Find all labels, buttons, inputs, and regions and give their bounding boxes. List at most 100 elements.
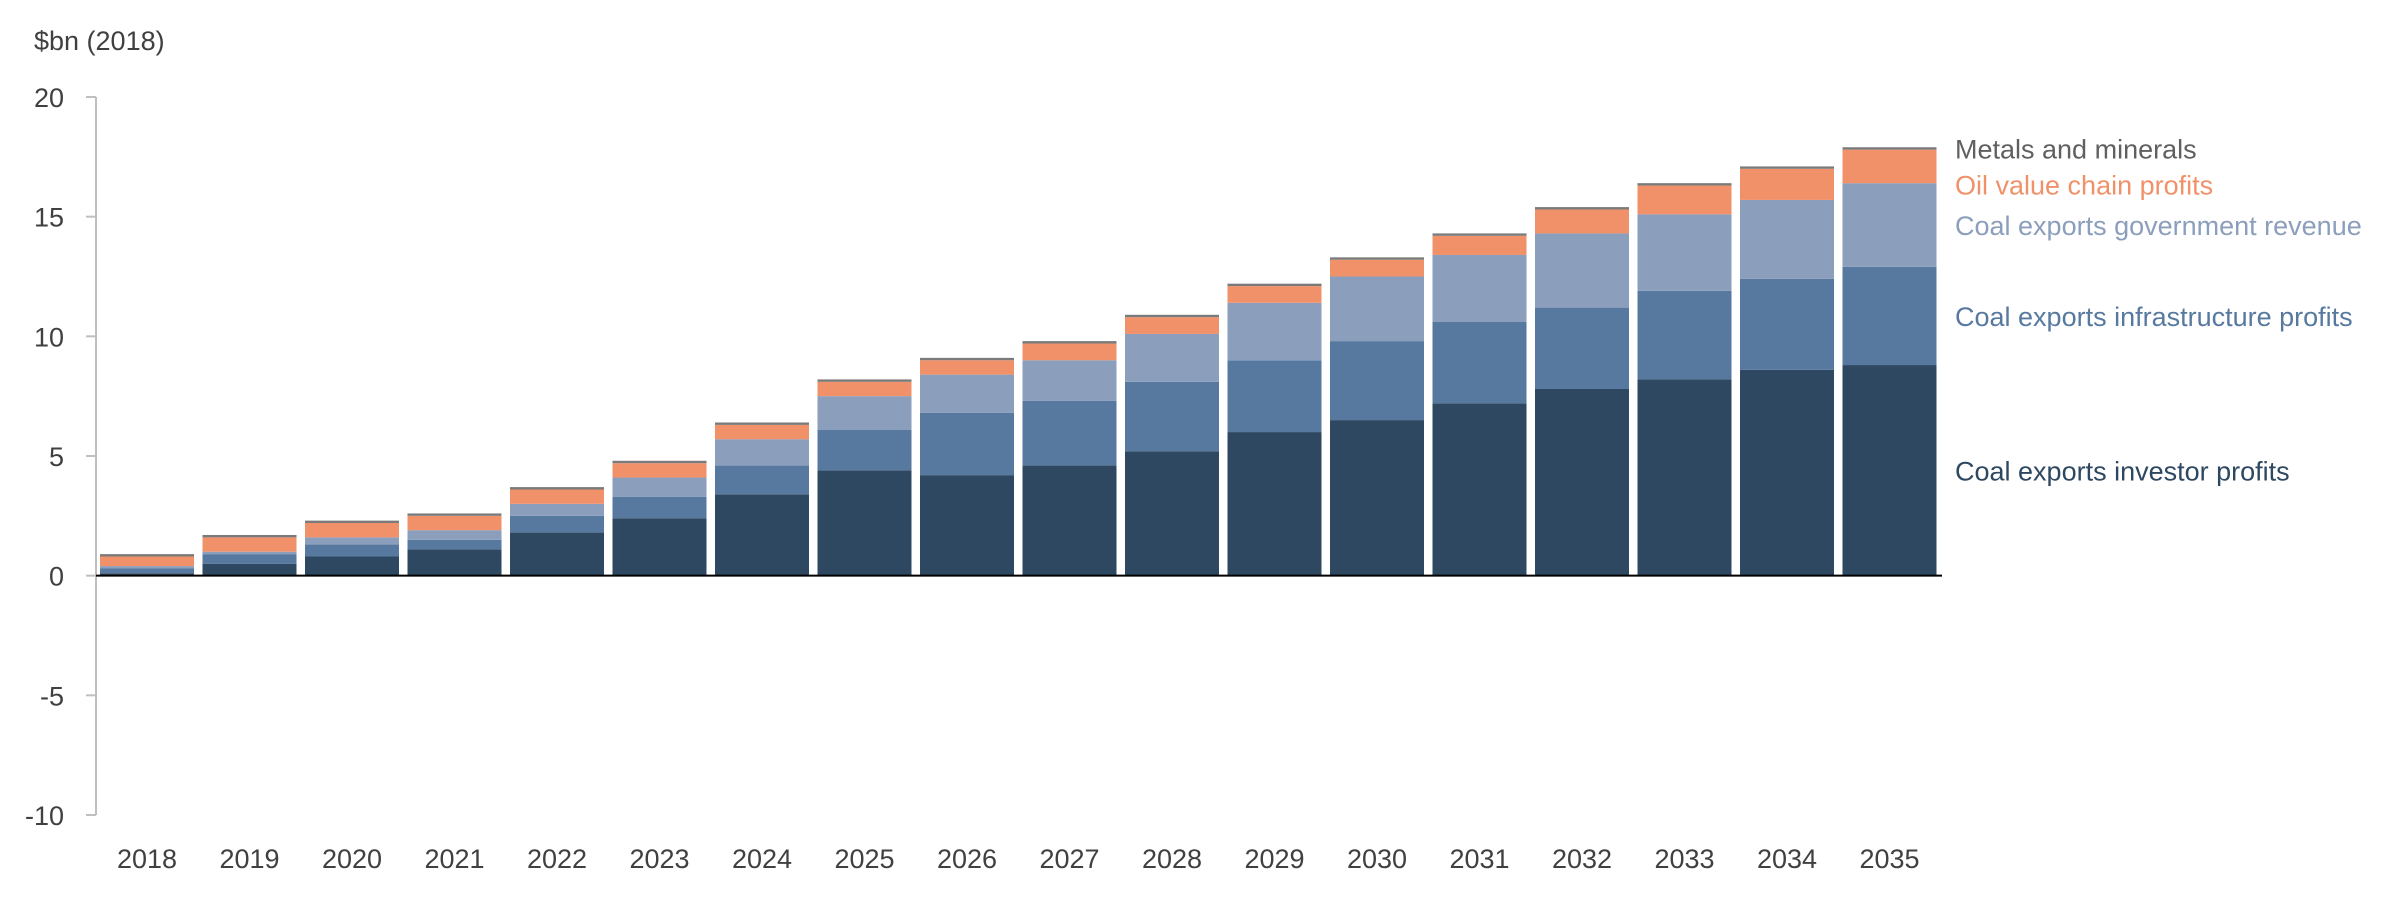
- bar-segment-coal-exports-investor-profits-2032: [1535, 388, 1629, 576]
- series-labels: Coal exports investor profits Coal export…: [1955, 134, 2362, 486]
- bar-segment-coal-exports-infrastructure-profits-2020: [305, 544, 399, 557]
- bar-segment-coal-exports-infrastructure-profits-2032: [1535, 307, 1629, 389]
- bar-stack-2031: [1432, 233, 1527, 576]
- bar-segment-oil-value-chain-profits-2024: [715, 424, 809, 440]
- bar-stack-2019: [202, 534, 297, 576]
- bar-segment-coal-exports-government-revenue-2022: [510, 503, 604, 516]
- bar-segment-coal-exports-investor-profits-2019: [202, 563, 297, 576]
- bar-segment-oil-value-chain-profits-2022: [510, 489, 604, 504]
- bar-segment-metals-and-minerals-2028: [1125, 314, 1219, 318]
- bar-segment-coal-exports-infrastructure-profits-2024: [715, 465, 809, 495]
- bar-segment-oil-value-chain-profits-2030: [1330, 259, 1424, 277]
- bar-stack-2021: [407, 513, 502, 576]
- bar-stack-2033: [1637, 183, 1732, 576]
- bar-segment-coal-exports-infrastructure-profits-2025: [817, 429, 912, 471]
- bar-segment-oil-value-chain-profits-2018: [100, 556, 194, 567]
- bar-segment-coal-exports-infrastructure-profits-2028: [1125, 381, 1219, 452]
- bar-segment-coal-exports-investor-profits-2035: [1842, 365, 1937, 576]
- y-axis: 20 15 10 5 0 -5 -10: [25, 83, 97, 831]
- bar-segment-metals-and-minerals-2023: [612, 460, 707, 464]
- bar-segment-coal-exports-investor-profits-2034: [1740, 369, 1834, 576]
- bar-segment-coal-exports-government-revenue-2034: [1740, 199, 1834, 279]
- x-tick-label: 2018: [117, 844, 177, 874]
- bar-segment-oil-value-chain-profits-2032: [1535, 209, 1629, 234]
- bar-segment-coal-exports-government-revenue-2023: [612, 477, 707, 497]
- x-tick-label: 2022: [527, 844, 587, 874]
- bar-segment-metals-and-minerals-2022: [510, 487, 604, 490]
- bar-segment-coal-exports-infrastructure-profits-2019: [202, 554, 297, 564]
- bar-stack-2029: [1227, 283, 1322, 576]
- bar-stack-2028: [1125, 314, 1219, 576]
- x-tick-label: 2027: [1039, 844, 1099, 874]
- y-tick-label: 15: [34, 203, 64, 233]
- bar-segment-coal-exports-investor-profits-2028: [1125, 451, 1219, 576]
- unit-label: $bn (2018): [34, 26, 165, 56]
- bar-segment-oil-value-chain-profits-2035: [1842, 149, 1937, 184]
- bar-segment-coal-exports-government-revenue-2021: [407, 530, 502, 540]
- bar-segment-oil-value-chain-profits-2021: [407, 515, 502, 531]
- x-tick-label: 2023: [629, 844, 689, 874]
- x-tick-label: 2019: [219, 844, 279, 874]
- series-label-coal-exports-government-revenue: Coal exports government revenue: [1955, 211, 2362, 241]
- bar-stacks: [100, 147, 1937, 576]
- bar-segment-coal-exports-infrastructure-profits-2031: [1432, 321, 1527, 404]
- x-tick-label: 2030: [1347, 844, 1407, 874]
- bar-segment-metals-and-minerals-2033: [1637, 183, 1732, 186]
- bar-segment-coal-exports-infrastructure-profits-2029: [1227, 360, 1322, 433]
- bar-segment-coal-exports-investor-profits-2020: [305, 556, 399, 576]
- bar-segment-metals-and-minerals-2018: [100, 554, 194, 557]
- y-tick-label: 20: [34, 83, 64, 113]
- bar-stack-2024: [715, 422, 809, 576]
- x-tick-label: 2035: [1859, 844, 1919, 874]
- bar-segment-coal-exports-investor-profits-2033: [1637, 379, 1732, 576]
- bar-segment-coal-exports-investor-profits-2024: [715, 494, 809, 576]
- bar-segment-metals-and-minerals-2025: [817, 379, 912, 382]
- bar-segment-metals-and-minerals-2032: [1535, 207, 1629, 210]
- bar-segment-oil-value-chain-profits-2031: [1432, 235, 1527, 255]
- bar-segment-coal-exports-investor-profits-2018: [100, 573, 194, 576]
- bar-segment-metals-and-minerals-2024: [715, 422, 809, 425]
- bar-segment-coal-exports-investor-profits-2023: [612, 518, 707, 576]
- x-tick-label: 2021: [424, 844, 484, 874]
- x-tick-label: 2032: [1552, 844, 1612, 874]
- bar-segment-oil-value-chain-profits-2026: [920, 360, 1014, 375]
- bar-segment-metals-and-minerals-2027: [1022, 341, 1117, 344]
- bar-segment-oil-value-chain-profits-2028: [1125, 317, 1219, 334]
- bar-segment-coal-exports-infrastructure-profits-2022: [510, 515, 604, 533]
- bar-stack-2030: [1330, 257, 1424, 576]
- bar-segment-oil-value-chain-profits-2034: [1740, 168, 1834, 200]
- bar-segment-metals-and-minerals-2026: [920, 357, 1014, 361]
- bar-segment-coal-exports-government-revenue-2030: [1330, 276, 1424, 342]
- bar-segment-oil-value-chain-profits-2023: [612, 463, 707, 478]
- bar-segment-coal-exports-government-revenue-2033: [1637, 214, 1732, 291]
- x-tick-label: 2024: [732, 844, 792, 874]
- bar-stack-2020: [305, 520, 399, 576]
- x-tick-label: 2025: [834, 844, 894, 874]
- bar-segment-metals-and-minerals-2034: [1740, 166, 1834, 169]
- bar-segment-coal-exports-government-revenue-2029: [1227, 302, 1322, 361]
- bar-segment-metals-and-minerals-2031: [1432, 233, 1527, 236]
- bar-segment-coal-exports-government-revenue-2032: [1535, 233, 1629, 308]
- series-label-oil-value-chain-profits: Oil value chain profits: [1955, 170, 2213, 200]
- bar-stack-2034: [1740, 166, 1834, 576]
- bar-segment-coal-exports-government-revenue-2020: [305, 537, 399, 545]
- bar-segment-metals-and-minerals-2021: [407, 513, 502, 516]
- bar-segment-coal-exports-infrastructure-profits-2035: [1842, 266, 1937, 366]
- bar-segment-coal-exports-investor-profits-2030: [1330, 420, 1424, 576]
- bar-segment-coal-exports-government-revenue-2024: [715, 439, 809, 466]
- x-tick-label: 2031: [1449, 844, 1509, 874]
- bar-segment-metals-and-minerals-2019: [202, 534, 297, 538]
- bar-segment-oil-value-chain-profits-2019: [202, 537, 297, 552]
- bar-segment-metals-and-minerals-2029: [1227, 283, 1322, 287]
- bar-segment-metals-and-minerals-2030: [1330, 257, 1424, 260]
- bar-segment-coal-exports-government-revenue-2026: [920, 374, 1014, 413]
- x-tick-label: 2028: [1142, 844, 1202, 874]
- bar-segment-oil-value-chain-profits-2029: [1227, 286, 1322, 303]
- bar-segment-coal-exports-investor-profits-2031: [1432, 403, 1527, 576]
- x-axis: 2018 2019 2020 2021 2022 2023 2024 2025 2026 2027…: [96, 574, 1942, 874]
- bar-stack-2022: [510, 487, 604, 576]
- bar-segment-oil-value-chain-profits-2027: [1022, 343, 1117, 361]
- y-tick-label: 10: [34, 322, 64, 352]
- bar-segment-coal-exports-government-revenue-2019: [202, 551, 297, 555]
